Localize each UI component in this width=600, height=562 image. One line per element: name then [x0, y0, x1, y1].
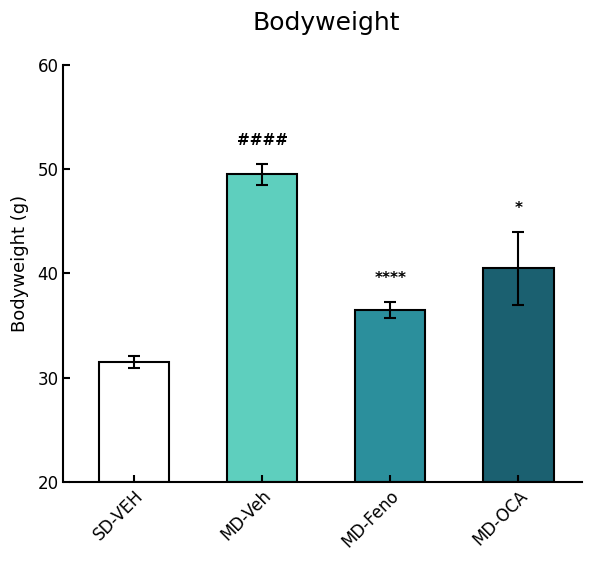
Bar [355, 310, 425, 482]
Bar [483, 268, 554, 482]
Text: ####: #### [236, 133, 287, 148]
Bar [227, 174, 298, 482]
Text: *: * [514, 201, 523, 216]
Text: ****: **** [374, 271, 406, 286]
Title: Bodyweight: Bodyweight [253, 11, 400, 35]
Y-axis label: Bodyweight (g): Bodyweight (g) [11, 194, 29, 332]
Bar [98, 362, 169, 482]
